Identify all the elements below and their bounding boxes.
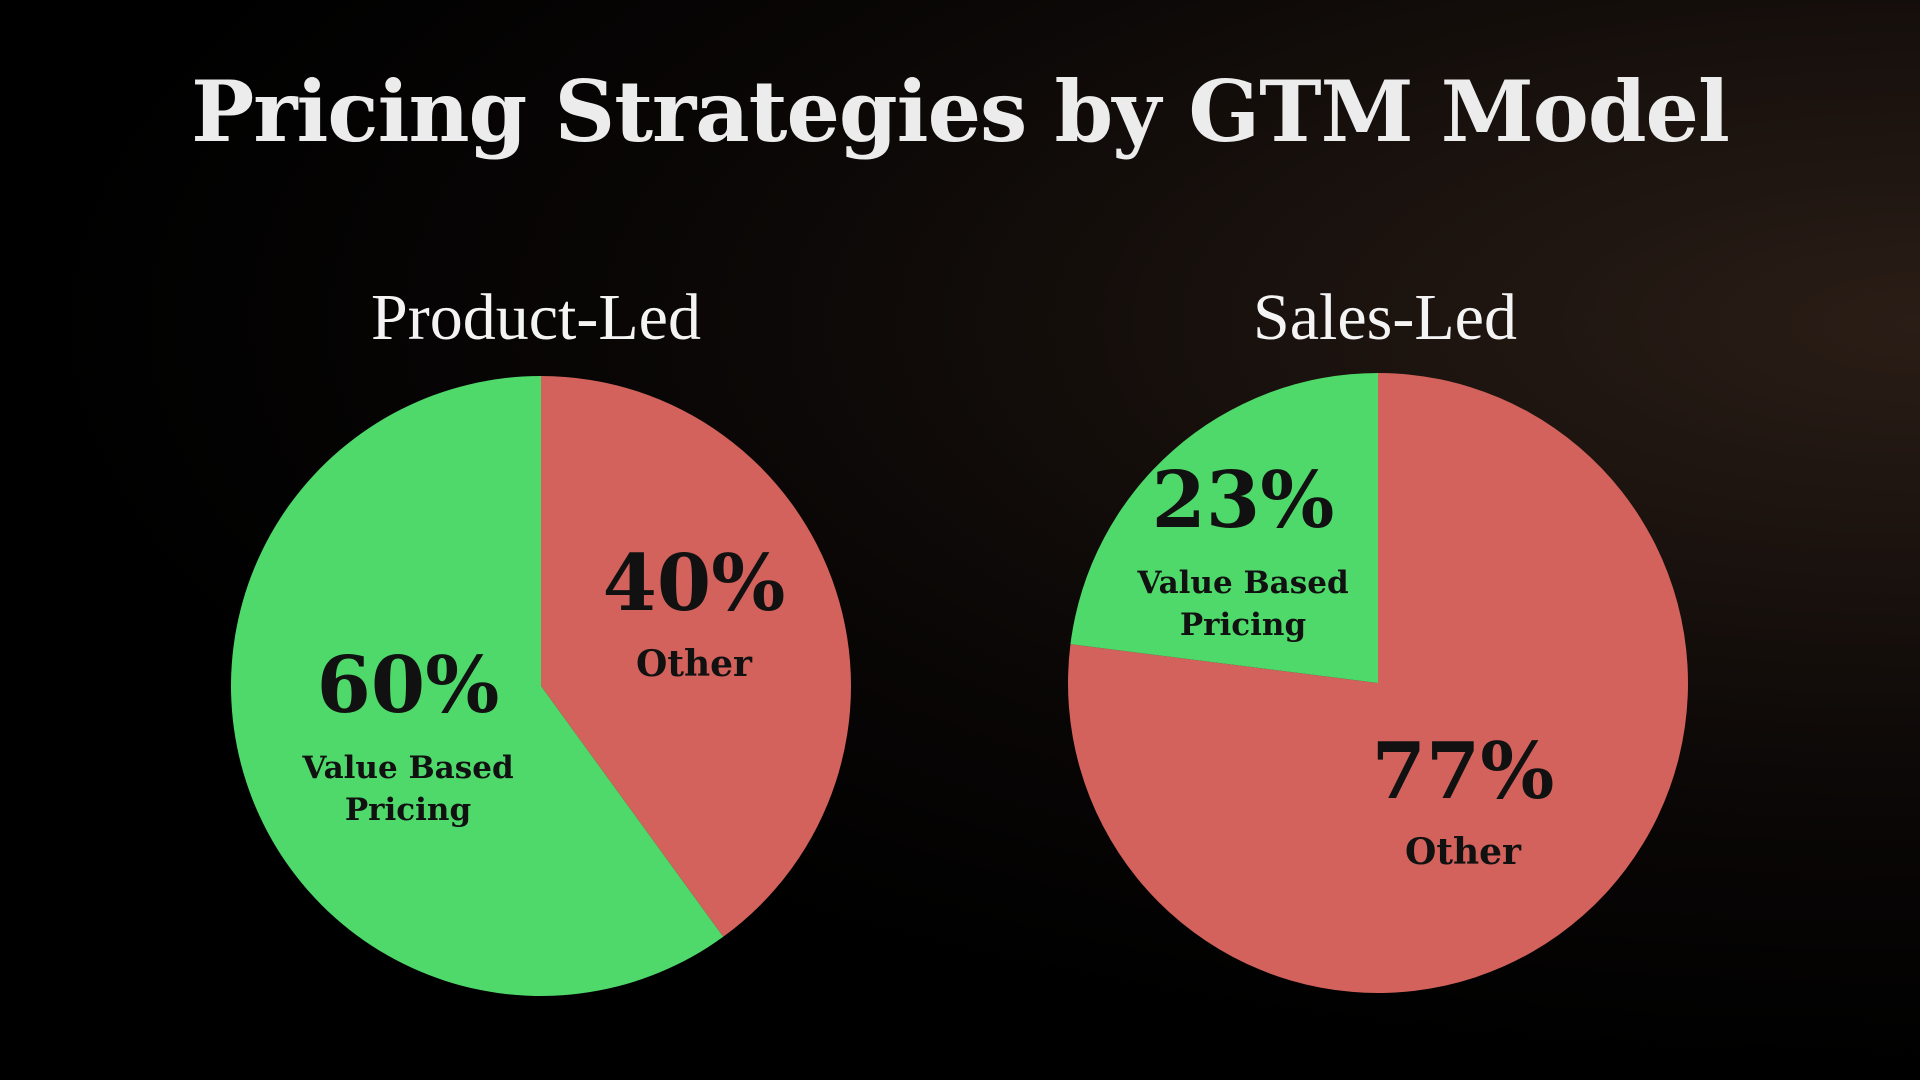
slice-percent-label: 77% (1372, 726, 1555, 817)
slice-category-label: Pricing (1180, 607, 1306, 643)
slice-category-label: Other (636, 643, 753, 685)
slice-category-label: Value Based (1136, 565, 1348, 601)
chart-title: Pricing Strategies by GTM Model (191, 62, 1730, 161)
pie-title-sales-led: Sales-Led (1253, 281, 1517, 354)
slice-category-label: Pricing (345, 792, 471, 828)
pie-slice-value-based-pricing (1070, 373, 1378, 683)
pie-slice-value-based-pricing (230, 376, 724, 996)
pie-title-product-led: Product-Led (371, 281, 701, 354)
slice-percent-label: 60% (317, 640, 500, 731)
slice-percent-label: 40% (603, 538, 786, 629)
pie-slice-other (541, 376, 851, 937)
slice-percent-label: 23% (1152, 455, 1335, 546)
slice-category-label: Value Based (301, 750, 513, 786)
slice-category-label: Other (1405, 831, 1522, 873)
